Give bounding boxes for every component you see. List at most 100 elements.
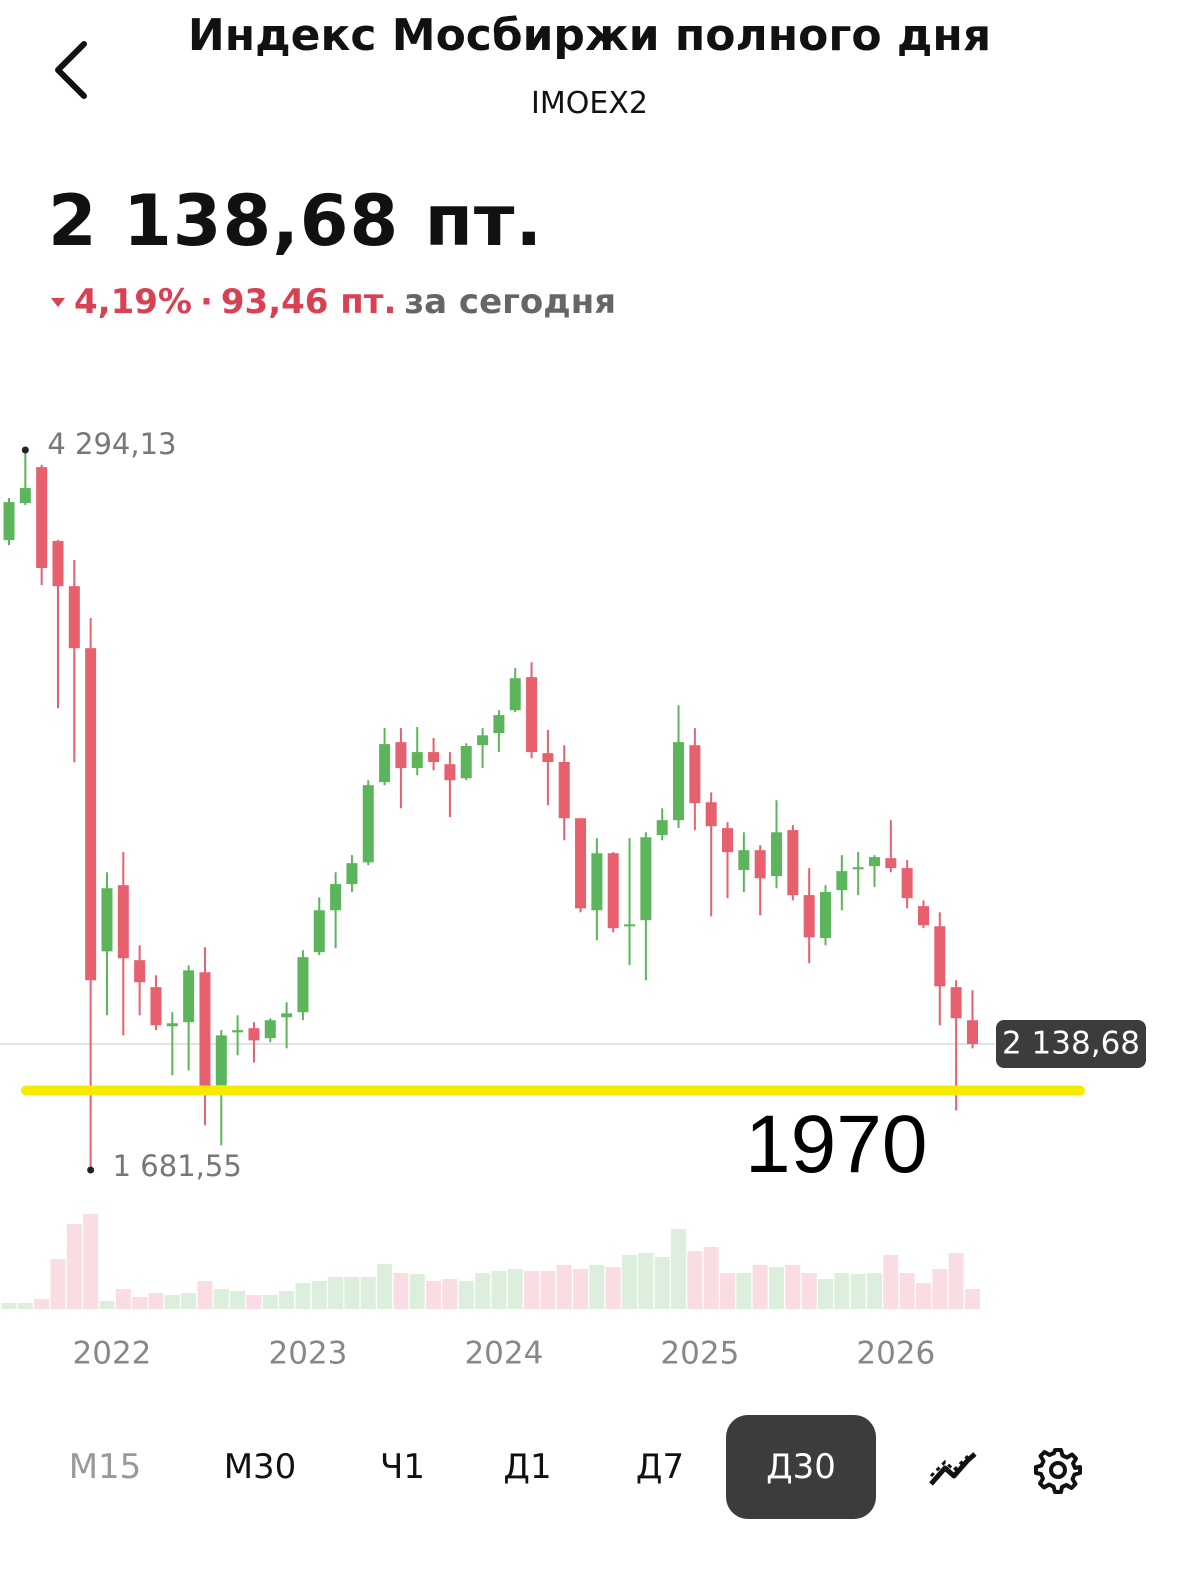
volume-bar: [148, 1293, 164, 1309]
timeframe-tab[interactable]: Д30: [726, 1415, 876, 1519]
candle-body: [787, 830, 799, 896]
volume-bar: [34, 1299, 50, 1309]
down-icon: [51, 298, 65, 307]
chart-type-button[interactable]: [928, 1450, 978, 1490]
max-marker-dot: [21, 446, 29, 454]
candle-body: [215, 1035, 227, 1086]
volume-bar: [197, 1281, 213, 1309]
candle-body: [901, 868, 913, 899]
volume-bar: [850, 1274, 866, 1309]
candle-body: [885, 858, 897, 869]
volume-bar: [834, 1273, 850, 1309]
candle-body: [591, 853, 603, 911]
candle-body: [411, 752, 423, 769]
candle-body: [166, 1023, 178, 1027]
candle-body: [52, 540, 64, 587]
volume-bar: [83, 1214, 99, 1309]
last-price-label: 2 138,68: [1002, 1026, 1140, 1062]
min-marker-label: 1 681,55: [113, 1149, 242, 1183]
volume-bar: [654, 1257, 670, 1309]
candle-body: [754, 850, 766, 879]
volume-bar: [899, 1273, 915, 1309]
volume-bar: [507, 1269, 523, 1309]
candle-body: [68, 586, 80, 649]
volume-bar: [458, 1281, 474, 1309]
volume-bar: [932, 1269, 948, 1309]
volume-bar: [524, 1271, 540, 1309]
max-marker-label: 4 294,13: [47, 427, 176, 461]
candle-body: [232, 1030, 244, 1033]
x-tick-label: 2025: [660, 1336, 739, 1372]
candle-body: [575, 818, 587, 909]
volume-bar: [589, 1265, 605, 1309]
candle-body: [444, 764, 456, 781]
volume-bar: [687, 1251, 703, 1309]
volume-bar: [295, 1283, 311, 1309]
candle-body: [493, 715, 505, 734]
volume-bar: [573, 1269, 589, 1309]
volume-bar: [328, 1277, 344, 1309]
min-marker-dot: [87, 1166, 95, 1174]
volume-bar: [344, 1277, 360, 1309]
volume-bar: [1, 1303, 17, 1309]
change-percent: 4,19%: [74, 282, 192, 322]
candle-body: [428, 752, 440, 763]
volume-bar: [213, 1289, 229, 1309]
candle-body: [85, 648, 97, 981]
volume-bar: [17, 1303, 33, 1309]
separator: ·: [199, 282, 213, 322]
candle-body: [395, 742, 407, 769]
volume-bar: [132, 1297, 148, 1309]
timeframe-tab[interactable]: Д1: [503, 1447, 552, 1487]
title: Индекс Мосбиржи полного дня: [187, 10, 992, 61]
volume-bar: [883, 1255, 899, 1309]
timeframe-tab[interactable]: Д7: [635, 1447, 685, 1487]
volume-bar: [360, 1277, 376, 1309]
candle-body: [689, 745, 701, 804]
price: 2 138,68 пт.: [48, 180, 544, 262]
candle-body: [738, 850, 750, 871]
volume-bar: [246, 1295, 262, 1309]
volume-bar: [99, 1301, 115, 1309]
candle-body: [3, 502, 15, 541]
candle-body: [771, 832, 783, 877]
candle-body: [820, 892, 831, 939]
timeframe-bar: М15 М30 Ч1 Д1 Д7 Д30: [0, 1415, 1179, 1525]
volume-bar: [279, 1291, 295, 1309]
candle-body: [509, 678, 521, 711]
candle-body: [705, 802, 717, 827]
candle-body: [542, 753, 554, 763]
volume-bar: [752, 1265, 768, 1309]
change-period: за сегодня: [404, 282, 617, 322]
candle-body: [150, 987, 162, 1026]
volume-bar: [769, 1267, 785, 1309]
candle-body: [934, 926, 946, 987]
timeframe-tab[interactable]: М15: [68, 1447, 142, 1487]
candle-body: [362, 785, 374, 863]
volume-bar: [377, 1264, 393, 1309]
back-button[interactable]: [44, 36, 104, 106]
volume-bar: [181, 1293, 197, 1309]
candle-body: [379, 744, 391, 783]
volume-bar: [426, 1281, 442, 1309]
volume-bar: [736, 1273, 752, 1309]
candle-body: [950, 987, 962, 1019]
settings-button[interactable]: [1034, 1446, 1082, 1494]
volume-bar: [230, 1291, 246, 1309]
candle-body: [281, 1013, 293, 1018]
timeframe-tab[interactable]: М30: [223, 1447, 297, 1487]
volume-bar: [671, 1229, 687, 1309]
volume-bar: [442, 1279, 458, 1309]
x-tick-label: 2022: [73, 1336, 152, 1372]
timeframe-tab[interactable]: Ч1: [380, 1447, 425, 1487]
volume-bar: [409, 1274, 425, 1309]
candle-body: [640, 837, 652, 921]
volume-bar: [915, 1283, 931, 1309]
volume-bar: [50, 1259, 66, 1309]
chart: 1970 4 294,13 1 681,55 2 138,68 2022 2023 2024…: [0, 427, 1146, 1372]
volume-bar: [785, 1265, 801, 1309]
candle-body: [183, 970, 195, 1023]
volume-bar: [262, 1295, 278, 1309]
candle-body: [656, 820, 668, 836]
